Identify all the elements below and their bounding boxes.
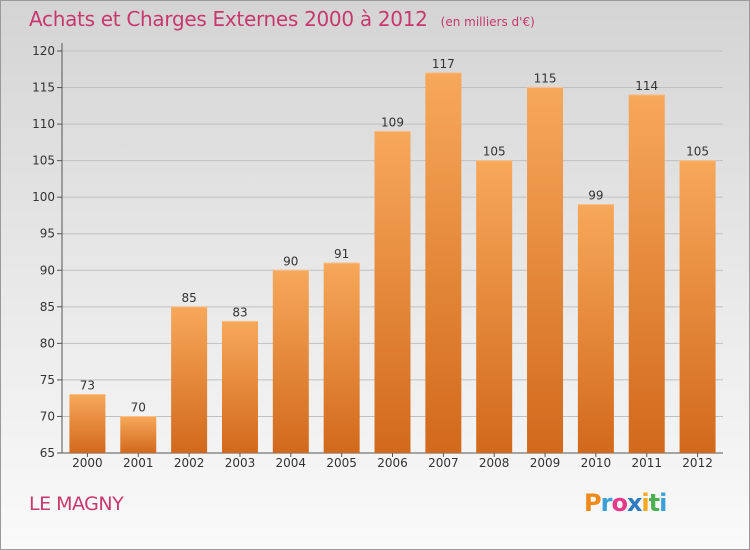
bar [425,72,462,453]
data-label: 105 [483,145,506,159]
logo-letter: x [626,489,643,517]
x-tick-label: 2003 [225,456,256,470]
y-tick-label: 100 [32,190,55,204]
y-tick-label: 65 [40,446,55,460]
x-tick-label: 2009 [530,456,561,470]
data-label: 73 [80,379,95,393]
y-tick-label: 115 [32,81,55,95]
chart-subtitle: (en milliers d'€) [440,15,535,29]
bar [272,270,309,453]
y-tick-label: 120 [32,44,55,58]
data-label: 105 [686,145,709,159]
location-label: LE MAGNY [29,493,124,515]
bar [120,416,157,453]
chart-title: Achats et Charges Externes 2000 à 2012 [29,7,428,31]
data-label: 85 [181,291,196,305]
x-tick-label: 2005 [326,456,357,470]
x-tick-label: 2011 [631,456,662,470]
y-tick-label: 80 [40,336,55,350]
data-label: 90 [283,254,298,268]
bar [476,160,513,454]
bar [171,306,208,453]
logo-letter: P [584,489,602,517]
y-tick-label: 75 [40,373,55,387]
x-tick-label: 2006 [377,456,408,470]
y-tick-label: 110 [32,117,55,131]
data-label: 91 [334,247,349,261]
y-tick-label: 70 [40,409,55,423]
data-label: 70 [131,400,146,414]
y-tick-label: 85 [40,300,55,314]
bar [628,94,665,453]
x-tick-label: 2012 [682,456,713,470]
title-row: Achats et Charges Externes 2000 à 2012 (… [29,7,535,31]
x-tick-label: 2001 [123,456,154,470]
logo-letter: o [611,489,627,517]
x-tick-label: 2000 [72,456,103,470]
logo-letter: r [600,489,613,517]
bar [221,321,258,453]
data-label: 117 [432,57,455,71]
logo-letter: t [648,489,661,517]
data-label: 115 [534,72,557,86]
data-label: 99 [588,188,603,202]
bar [69,394,106,453]
logo-letter: i [641,489,649,517]
y-tick-label: 90 [40,263,55,277]
data-label: 114 [635,79,658,93]
x-tick-label: 2008 [479,456,510,470]
x-tick-label: 2010 [581,456,612,470]
x-tick-label: 2007 [428,456,459,470]
y-tick-label: 105 [32,154,55,168]
bar [374,131,411,453]
bar [679,160,716,454]
bar [577,204,614,453]
data-label: 109 [381,115,404,129]
bar [323,262,360,453]
y-tick-label: 95 [40,227,55,241]
proxiti-logo: Proxiti [584,489,667,517]
logo-letter: i [659,489,667,517]
data-label: 83 [232,305,247,319]
x-tick-label: 2004 [276,456,307,470]
bar [527,87,564,453]
x-tick-label: 2002 [174,456,205,470]
